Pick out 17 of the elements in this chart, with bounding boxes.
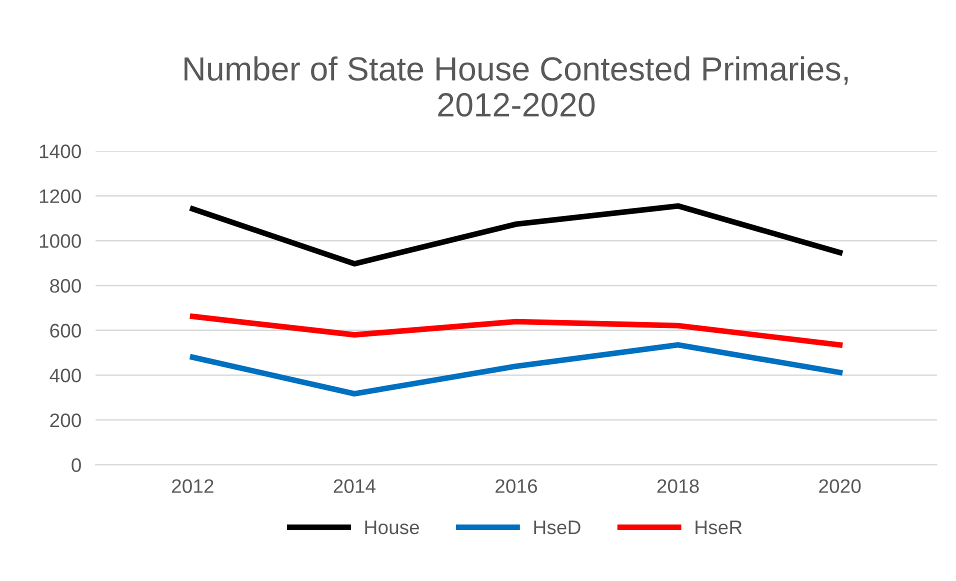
legend-label: HseD [534, 520, 580, 534]
y-tick-label: 1200 [40, 189, 81, 204]
x-tick-label: 2018 [657, 479, 699, 493]
legend-label: House [365, 520, 420, 534]
chart-title: Number of State House Contested Primaries, 2012-2020 [184, 56, 848, 117]
y-tick-label: 600 [50, 324, 81, 338]
y-tick-label: 1400 [40, 144, 81, 158]
y-tick-label: 400 [50, 368, 81, 382]
y-tick-label: 800 [50, 278, 81, 293]
x-tick-label: 2020 [819, 479, 861, 493]
y-tick-label: 1000 [40, 234, 81, 248]
y-tick-label: 200 [50, 413, 81, 428]
legend-label: HseR [696, 520, 742, 534]
x-tick-label: 2016 [496, 479, 538, 493]
x-tick-label: 2014 [334, 479, 376, 493]
x-tick-label: 2012 [172, 479, 214, 493]
y-tick-label: 0 [72, 458, 81, 472]
